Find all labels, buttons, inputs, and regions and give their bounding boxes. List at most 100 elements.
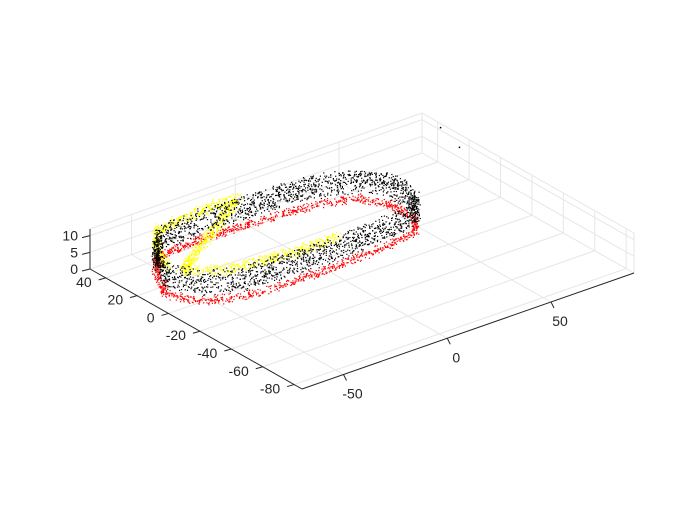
data-point [224,228,227,230]
data-point [407,225,409,227]
data-point [408,202,410,204]
data-point [234,266,237,268]
data-point [188,286,190,289]
data-point [314,179,316,181]
data-point [389,234,391,236]
data-point [300,257,302,259]
data-point [159,256,161,258]
data-point [185,218,187,220]
data-point [156,237,158,239]
data-point [180,244,182,246]
data-point [221,226,223,228]
data-point [395,221,397,223]
data-point [180,299,182,301]
data-point [157,261,159,263]
data-point [157,256,159,258]
data-point [215,296,217,298]
data-point [179,295,181,297]
data-point [155,223,157,225]
data-point [413,228,415,231]
data-point [392,214,394,216]
data-point [168,220,171,222]
data-point [303,181,305,183]
data-point [355,170,357,172]
data-point [232,203,234,205]
data-point [207,232,209,234]
data-point [369,177,371,179]
data-point [203,241,205,243]
data-point [255,192,257,194]
data-point [249,208,251,210]
data-point [214,293,216,296]
data-point [370,252,372,254]
data-point [408,205,410,207]
data-point [231,199,233,202]
data-point [354,233,356,235]
data-point [242,228,245,230]
data-point [251,202,253,204]
data-point [153,235,155,237]
data-point [165,238,167,240]
data-point [251,295,253,297]
data-point [194,208,196,210]
data-point [170,233,172,235]
data-point [362,201,364,203]
data-point [374,245,376,247]
data-point [156,281,158,283]
data-point [411,231,413,233]
data-point [200,245,202,247]
data-point [188,256,190,258]
data-point [159,243,161,245]
data-point [188,252,191,254]
data-point [173,295,175,297]
data-point [189,228,191,230]
data-point [157,249,160,251]
data-point [201,227,204,230]
data-point [163,263,165,266]
data-point [354,253,356,255]
data-point [183,228,186,230]
data-point [237,285,239,288]
data-point [412,189,414,191]
data-point [349,237,351,239]
data-point [375,173,377,175]
data-point [394,207,396,209]
data-point [415,218,417,220]
data-point [329,200,331,202]
data-point [202,269,204,271]
data-point [217,230,219,232]
data-point [374,182,376,184]
data-point [230,228,232,230]
data-point [367,235,369,238]
data-point [305,207,307,209]
data-point [174,244,176,246]
data-point [361,234,363,236]
data-point [414,220,416,223]
data-point [270,291,272,293]
data-point [299,254,301,256]
data-point [219,229,221,231]
data-point [224,203,226,205]
data-point [211,223,213,225]
data-point [218,213,221,215]
data-point [343,249,345,251]
data-point [159,275,161,277]
data-point [164,226,166,228]
data-point [254,283,256,285]
data-point [190,264,192,266]
data-point [272,188,274,190]
data-point [310,184,312,186]
data-point [385,246,387,248]
data-point [270,253,272,255]
data-point [167,278,169,281]
data-point [218,203,220,205]
data-point [269,285,271,287]
data-point [304,183,306,185]
data-point [355,231,357,233]
data-point [206,266,208,268]
data-point [305,191,307,193]
data-point [165,228,167,230]
data-point [360,190,362,192]
data-point [335,243,337,245]
data-point [278,188,280,190]
